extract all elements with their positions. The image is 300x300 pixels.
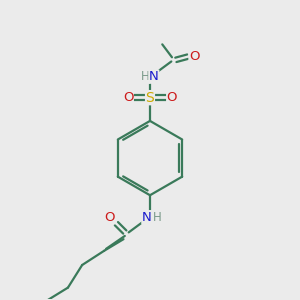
Text: N: N xyxy=(142,211,152,224)
Text: O: O xyxy=(189,50,200,63)
Text: H: H xyxy=(153,211,161,224)
Text: N: N xyxy=(149,70,159,83)
Text: S: S xyxy=(146,91,154,105)
Text: O: O xyxy=(123,91,133,104)
Text: O: O xyxy=(167,91,177,104)
Text: O: O xyxy=(105,211,115,224)
Text: H: H xyxy=(141,70,149,83)
